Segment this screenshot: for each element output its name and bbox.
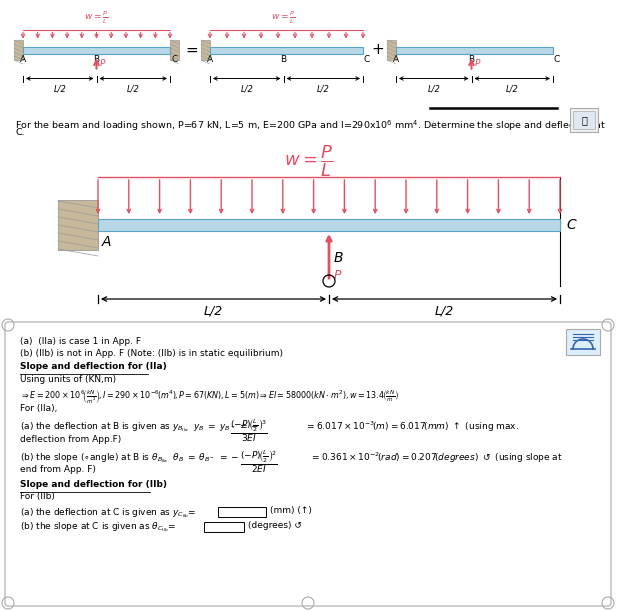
Text: P: P: [474, 59, 480, 68]
Text: Slope and deflection for (IIb): Slope and deflection for (IIb): [20, 480, 167, 489]
Text: L/2: L/2: [506, 84, 519, 93]
Bar: [566, 329, 600, 355]
Text: $w=\frac{P}{L}$: $w=\frac{P}{L}$: [271, 10, 296, 26]
Text: P: P: [99, 59, 105, 68]
Text: C: C: [363, 56, 369, 65]
Text: B: B: [280, 56, 286, 65]
Text: L/2: L/2: [317, 84, 329, 93]
Text: (a) the deflection at B is given as $y_{B_{IIa}}$  $y_B \;=\; y_{B^-} \;= -$: (a) the deflection at B is given as $y_{…: [20, 420, 259, 434]
Bar: [218, 507, 266, 517]
Text: $= 0.361\times10^{-2}\!\left(rad\right) = 0.207\!\left(degrees\right)$ $\circlea: $= 0.361\times10^{-2}\!\left(rad\right) …: [310, 451, 563, 466]
Text: $= 6.017\times10^{-3}\!\left(m\right) = 6.017\!\left(mm\right)$ $\uparrow$ (usin: $= 6.017\times10^{-3}\!\left(m\right) = …: [305, 420, 519, 434]
Text: (degrees) ↺: (degrees) ↺: [248, 521, 302, 530]
Text: (mm) (↑): (mm) (↑): [270, 506, 312, 515]
Bar: [573, 111, 595, 129]
Text: (b) the slope ($\circ$angle) at B is $\theta_{B_{IIa}}$  $\theta_B \;=\; \theta_: (b) the slope ($\circ$angle) at B is $\t…: [20, 451, 239, 464]
Text: $\Rightarrow E = 200\times10^6\!\left(\frac{kN}{m^2}\right)\!,I = 290\times10^{-: $\Rightarrow E = 200\times10^6\!\left(\f…: [20, 389, 399, 406]
Text: For (IIb): For (IIb): [20, 492, 55, 502]
FancyBboxPatch shape: [5, 322, 611, 606]
Text: $\dfrac{(-P)\!\left(\frac{L}{2}\right)^{\!3}}{3EI}$: $\dfrac{(-P)\!\left(\frac{L}{2}\right)^{…: [230, 418, 268, 444]
Text: L/2: L/2: [240, 84, 253, 93]
Text: L/2: L/2: [435, 305, 454, 318]
Text: L/2: L/2: [53, 84, 66, 93]
Bar: [14, 40, 23, 60]
Bar: [98, 219, 560, 231]
Text: (b) the slope at C is given as $\theta_{C_{IIb}}$=: (b) the slope at C is given as $\theta_{…: [20, 521, 176, 534]
Text: C: C: [553, 56, 559, 65]
Text: A: A: [207, 56, 213, 65]
Text: B: B: [94, 56, 100, 65]
Text: (a)  (IIa) is case 1 in App. F: (a) (IIa) is case 1 in App. F: [20, 337, 141, 346]
Text: For (IIa),: For (IIa),: [20, 403, 57, 412]
Text: For the beam and loading shown, P=67 kN, L=5 m, E=200 GPa and I=290x10$^6$ mm$^4: For the beam and loading shown, P=67 kN,…: [15, 118, 606, 133]
Text: B: B: [469, 56, 475, 65]
Text: A: A: [393, 56, 399, 65]
Bar: [23, 46, 170, 54]
Bar: [570, 108, 598, 132]
Text: L/2: L/2: [127, 84, 140, 93]
Text: L/2: L/2: [204, 305, 223, 318]
Text: C: C: [566, 218, 576, 232]
Text: P: P: [334, 269, 341, 282]
Text: $w = \dfrac{P}{L}$: $w = \dfrac{P}{L}$: [284, 143, 334, 178]
Text: A: A: [20, 56, 26, 65]
Bar: [210, 46, 363, 54]
Text: $\dfrac{(-P)\!\left(\frac{L}{2}\right)^{\!2}}{2EI}$: $\dfrac{(-P)\!\left(\frac{L}{2}\right)^{…: [240, 449, 278, 475]
Text: B: B: [334, 251, 343, 265]
Text: =: =: [185, 43, 198, 57]
Text: (a) the deflection at C is given as $y_{C_{IIb}}$=: (a) the deflection at C is given as $y_{…: [20, 506, 197, 519]
Text: C.: C.: [15, 128, 24, 137]
Bar: [204, 522, 244, 532]
Text: L/2: L/2: [427, 84, 440, 93]
Bar: [396, 46, 553, 54]
Text: C: C: [171, 56, 177, 65]
Text: Using units of (KN,m): Using units of (KN,m): [20, 375, 116, 384]
Bar: [201, 40, 210, 60]
Text: (b) (IIb) is not in App. F (Note: (IIb) is in static equilibrium): (b) (IIb) is not in App. F (Note: (IIb) …: [20, 349, 283, 359]
Text: $w=\frac{P}{L}$: $w=\frac{P}{L}$: [84, 10, 109, 26]
Text: deflection from App.F): deflection from App.F): [20, 434, 121, 444]
Bar: [58, 200, 98, 250]
Bar: [387, 40, 396, 60]
Text: end from App. F): end from App. F): [20, 466, 96, 475]
Bar: [170, 40, 179, 60]
Text: 🗐: 🗐: [581, 115, 587, 125]
Text: Slope and deflection for (IIa): Slope and deflection for (IIa): [20, 362, 167, 371]
Text: A: A: [101, 235, 110, 249]
Text: +: +: [372, 43, 384, 57]
